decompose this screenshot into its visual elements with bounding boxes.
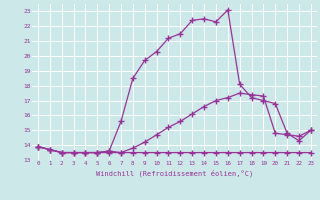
X-axis label: Windchill (Refroidissement éolien,°C): Windchill (Refroidissement éolien,°C) — [96, 169, 253, 177]
